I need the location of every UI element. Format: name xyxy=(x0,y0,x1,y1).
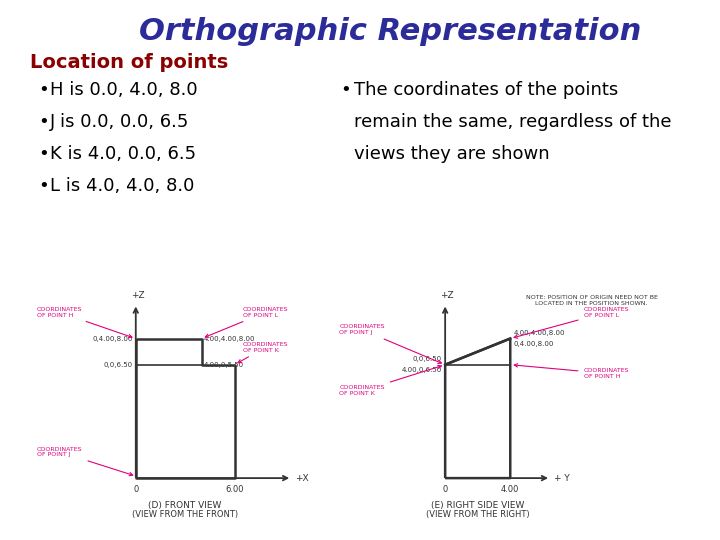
Text: views they are shown: views they are shown xyxy=(354,145,549,163)
Text: NOTE: POSITION OF ORIGIN NEED NOT BE
LOCATED IN THE POSITION SHOWN.: NOTE: POSITION OF ORIGIN NEED NOT BE LOC… xyxy=(526,295,657,306)
Text: remain the same, regardless of the: remain the same, regardless of the xyxy=(354,113,672,131)
Text: 0,4.00,8.00: 0,4.00,8.00 xyxy=(513,341,554,347)
Text: 6.00: 6.00 xyxy=(225,485,244,494)
Text: J is 0.0, 0.0, 6.5: J is 0.0, 0.0, 6.5 xyxy=(50,113,189,131)
Text: 4.00,0,6.50: 4.00,0,6.50 xyxy=(402,367,442,373)
Text: 0,4.00,8.00: 0,4.00,8.00 xyxy=(92,335,132,341)
Text: 0: 0 xyxy=(443,485,448,494)
Text: •: • xyxy=(38,81,49,99)
Text: COORDINATES
OF POINT H: COORDINATES OF POINT H xyxy=(37,307,132,338)
Text: +Z: +Z xyxy=(130,291,144,300)
Text: H is 0.0, 4.0, 8.0: H is 0.0, 4.0, 8.0 xyxy=(50,81,197,99)
Text: +X: +X xyxy=(295,474,309,483)
Text: COORDINATES
OF POINT K: COORDINATES OF POINT K xyxy=(339,366,441,396)
Text: 0,0,6.50: 0,0,6.50 xyxy=(104,362,132,368)
Text: Location of points: Location of points xyxy=(30,52,228,71)
Text: The coordinates of the points: The coordinates of the points xyxy=(354,81,618,99)
Text: 4.00,4.00,8.00: 4.00,4.00,8.00 xyxy=(204,335,256,341)
Text: COORDINATES
OF POINT H: COORDINATES OF POINT H xyxy=(514,364,629,379)
Text: (D) FRONT VIEW: (D) FRONT VIEW xyxy=(148,501,222,510)
Text: •: • xyxy=(38,113,49,131)
Text: 4.00,0,5.50: 4.00,0,5.50 xyxy=(204,362,244,368)
Text: L is 4.0, 4.0, 8.0: L is 4.0, 4.0, 8.0 xyxy=(50,177,194,195)
Text: •: • xyxy=(38,145,49,163)
Text: COORDINATES
OF POINT K: COORDINATES OF POINT K xyxy=(238,342,288,363)
Text: 4.00,4.00,8.00: 4.00,4.00,8.00 xyxy=(513,330,565,336)
Text: COORDINATES
OF POINT J: COORDINATES OF POINT J xyxy=(339,325,441,363)
Text: •: • xyxy=(38,177,49,195)
Text: K is 4.0, 0.0, 6.5: K is 4.0, 0.0, 6.5 xyxy=(50,145,196,163)
Text: + Y: + Y xyxy=(554,474,570,483)
Text: •: • xyxy=(340,81,351,99)
Text: COORDINATES
OF POINT J: COORDINATES OF POINT J xyxy=(37,447,132,476)
Text: (VIEW FROM THE RIGHT): (VIEW FROM THE RIGHT) xyxy=(426,510,529,518)
Text: COORDINATES
OF POINT L: COORDINATES OF POINT L xyxy=(514,307,629,338)
Text: 0: 0 xyxy=(133,485,138,494)
Text: COORDINATES
OF POINT L: COORDINATES OF POINT L xyxy=(205,307,288,338)
Text: +Z: +Z xyxy=(440,291,454,300)
Text: Orthographic Representation: Orthographic Representation xyxy=(139,17,642,46)
Text: (E) RIGHT SIDE VIEW: (E) RIGHT SIDE VIEW xyxy=(431,501,524,510)
Text: (VIEW FROM THE FRONT): (VIEW FROM THE FRONT) xyxy=(132,510,238,518)
Text: 0,0,6.50: 0,0,6.50 xyxy=(413,356,442,362)
Text: 4.00: 4.00 xyxy=(501,485,519,494)
